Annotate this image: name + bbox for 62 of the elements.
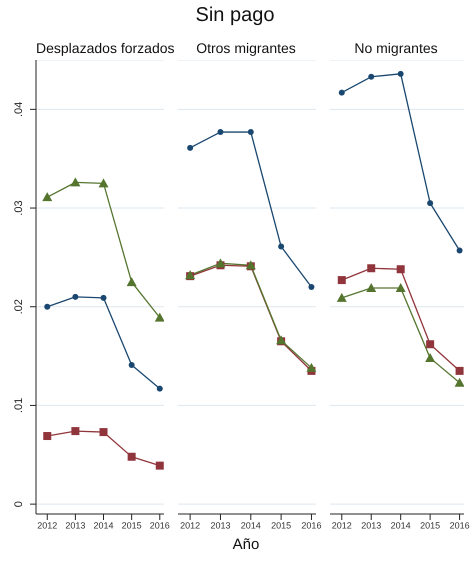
point bbox=[44, 304, 50, 310]
x-tick-label: 2015 bbox=[420, 520, 440, 530]
x-tick-label: 2016 bbox=[150, 520, 170, 530]
x-axis-title: Año bbox=[232, 536, 260, 553]
point bbox=[156, 462, 164, 470]
point bbox=[278, 244, 284, 250]
point bbox=[71, 427, 80, 436]
x-tick-label: 2015 bbox=[122, 520, 142, 530]
x-tick-label: 2014 bbox=[94, 520, 114, 530]
point bbox=[126, 277, 137, 286]
point bbox=[454, 378, 464, 387]
x-tick-label: 2012 bbox=[332, 520, 352, 530]
point bbox=[398, 70, 404, 77]
x-tick-label: 2016 bbox=[450, 520, 470, 530]
chart-title: No migrantes bbox=[353, 40, 439, 56]
x-tick-label: 2015 bbox=[271, 520, 292, 530]
point bbox=[215, 258, 226, 268]
point bbox=[306, 362, 316, 372]
point bbox=[70, 177, 80, 186]
point bbox=[456, 247, 463, 254]
point bbox=[456, 366, 464, 375]
point bbox=[366, 282, 376, 292]
y-tick-label: .03 bbox=[13, 200, 25, 216]
point bbox=[396, 282, 406, 292]
y-tick-label: .04 bbox=[13, 102, 25, 117]
point bbox=[217, 129, 224, 136]
x-tick-label: 2013 bbox=[361, 520, 382, 530]
point bbox=[100, 428, 108, 436]
chart-title: Otros migrantes bbox=[196, 40, 296, 56]
point bbox=[43, 432, 52, 440]
point bbox=[154, 312, 164, 322]
point bbox=[100, 294, 107, 301]
y-tick-label: .02 bbox=[13, 299, 25, 314]
point bbox=[98, 178, 109, 188]
point bbox=[187, 144, 194, 151]
point bbox=[42, 192, 52, 202]
y-tick-label: 0 bbox=[13, 501, 25, 508]
point bbox=[396, 265, 405, 274]
x-tick-label: 2012 bbox=[180, 520, 200, 530]
point bbox=[338, 90, 345, 96]
point bbox=[425, 353, 436, 362]
chart-title: Desplazados forzados bbox=[36, 40, 175, 56]
point bbox=[368, 74, 374, 80]
point bbox=[128, 362, 135, 368]
text: Sin pago bbox=[194, 4, 276, 27]
point bbox=[338, 276, 346, 284]
point bbox=[72, 294, 78, 300]
x-tick-label: 2013 bbox=[65, 520, 86, 530]
point bbox=[248, 129, 254, 136]
point bbox=[308, 284, 314, 290]
x-tick-label: 2013 bbox=[210, 520, 230, 530]
x-tick-label: 2014 bbox=[390, 520, 411, 530]
point bbox=[426, 340, 434, 348]
point bbox=[156, 386, 163, 392]
y-tick-label: .01 bbox=[13, 398, 25, 414]
point bbox=[336, 292, 347, 302]
point bbox=[367, 264, 376, 272]
x-tick-label: 2016 bbox=[301, 520, 322, 530]
point bbox=[128, 452, 136, 461]
x-tick-label: 2014 bbox=[240, 520, 261, 530]
x-tick-label: 2012 bbox=[37, 520, 58, 530]
point bbox=[427, 200, 434, 206]
